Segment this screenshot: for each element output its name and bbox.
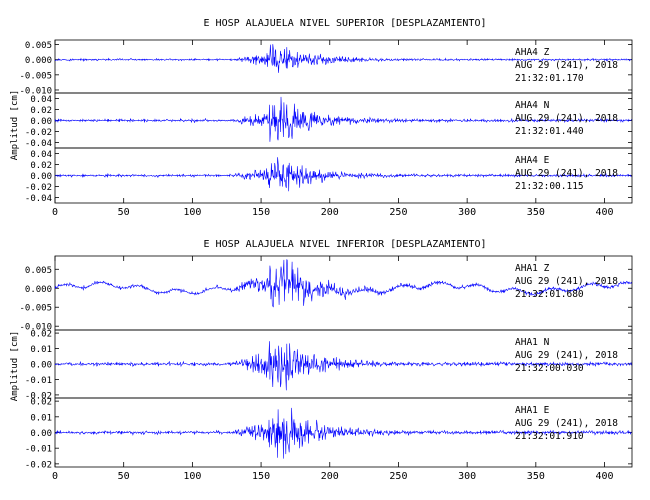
x-tick-label: 350: [527, 207, 545, 218]
station-label-line2: AUG 29 (241), 2018: [515, 276, 618, 287]
subplot-aha4-n: 0.040.020.00-0.02-0.04 AHA4 N AUG 29 (241)…: [25, 92, 633, 149]
subplot-aha1-e: 0.02 0.01 0.00 -0.01 -0.02 AHA1 E AUG 29 (241)…: [25, 397, 633, 470]
subplots-lower: 0.005 0.000 -0.005 -0.010 AHA1 Z AUG 29 (241)…: [19, 255, 633, 470]
x-axis-lower: 0 50 100 150 200 250 300 350 400: [52, 256, 614, 482]
x-tick-label: 50: [118, 207, 130, 218]
station-label-line1: AHA4 N: [515, 100, 550, 111]
figure-lower-level: E HOSP ALAJUELA NIVEL INFERIOR [DESPLAZA…: [10, 239, 633, 482]
station-label-line3: 21:32:00.115: [515, 181, 584, 192]
station-label-line3: 21:32:01.170: [515, 73, 584, 84]
station-label-line2: AUG 29 (241), 2018: [515, 168, 618, 179]
y-tick-label: 0.00: [30, 172, 52, 182]
x-tick-label: 300: [458, 471, 476, 482]
waveform-trace: [54, 259, 632, 308]
station-label-line1: AHA4 E: [515, 155, 550, 166]
waveform-trace: [54, 44, 632, 73]
y-tick-label: -0.04: [25, 194, 52, 204]
figure-title: E HOSP ALAJUELA NIVEL SUPERIOR [DESPLAZA…: [204, 18, 487, 29]
station-label-line2: AUG 29 (241), 2018: [515, 113, 618, 124]
figure-title: E HOSP ALAJUELA NIVEL INFERIOR [DESPLAZA…: [204, 239, 487, 250]
subplots-upper: 0.005 0.000 -0.005 -0.010 AHA4 Z AUG 29 (241)…: [19, 39, 633, 204]
x-tick-label: 300: [458, 207, 476, 218]
y-axis-label: Amplitud [cm]: [10, 90, 20, 160]
y-tick-label: -0.02: [25, 460, 52, 470]
subplot-aha4-z: 0.005 0.000 -0.005 -0.010 AHA4 Z AUG 29 (241)…: [19, 39, 633, 96]
y-tick-label: 0.005: [25, 41, 52, 51]
subplot-aha1-z: 0.005 0.000 -0.005 -0.010 AHA1 Z AUG 29 (241)…: [19, 255, 633, 333]
x-tick-label: 150: [252, 471, 270, 482]
x-tick-label: 200: [321, 207, 339, 218]
waveform-trace: [54, 157, 632, 192]
waveform-trace: [54, 341, 632, 391]
y-tick-label: 0.000: [25, 56, 52, 66]
y-tick-label: 0.005: [25, 266, 52, 276]
y-tick-label: -0.04: [25, 139, 52, 149]
y-tick-label: 0.00: [30, 361, 52, 371]
y-tick-label: -0.01: [25, 376, 52, 386]
station-label-line3: 21:32:00.030: [515, 363, 584, 374]
station-label-line3: 21:32:01.910: [515, 431, 584, 442]
station-label-line2: AUG 29 (241), 2018: [515, 418, 618, 429]
y-tick-label: -0.005: [19, 304, 52, 314]
x-tick-label: 200: [321, 471, 339, 482]
subplot-aha1-n: 0.02 0.01 0.00 -0.01 -0.02 AHA1 N AUG 29 (241)…: [25, 330, 633, 401]
x-tick-label: 0: [52, 471, 58, 482]
waveform-trace: [54, 96, 632, 142]
station-label-line1: AHA1 N: [515, 337, 550, 348]
y-tick-label: -0.01: [25, 445, 52, 455]
x-tick-label: 350: [527, 471, 545, 482]
x-tick-label: 150: [252, 207, 270, 218]
y-axis-label: Amplitud [cm]: [10, 331, 20, 401]
station-label-line1: AHA1 Z: [515, 263, 550, 274]
y-tick-label: 0.01: [30, 345, 52, 355]
x-axis-upper: 0 50 100 150 200 250 300 350 400: [52, 40, 614, 218]
station-label-line1: AHA4 Z: [515, 47, 550, 58]
station-label-line3: 21:32:01.680: [515, 289, 584, 300]
station-label-line1: AHA1 E: [515, 405, 550, 416]
y-tick-label: 0.02: [30, 398, 52, 408]
y-tick-label: 0.02: [30, 330, 52, 340]
waveform-trace: [54, 407, 632, 459]
subplot-aha4-e: 0.040.020.00-0.02-0.04 AHA4 E AUG 29 (241)…: [25, 147, 633, 204]
x-tick-label: 0: [52, 207, 58, 218]
figure-upper-level: E HOSP ALAJUELA NIVEL SUPERIOR [DESPLAZA…: [10, 18, 633, 218]
y-tick-label: -0.010: [19, 323, 52, 333]
y-tick-label: 0.04: [30, 150, 52, 160]
y-tick-label: -0.02: [25, 183, 52, 193]
x-tick-label: 400: [595, 207, 613, 218]
y-tick-label: -0.02: [25, 391, 52, 401]
y-tick-label: 0.000: [25, 285, 52, 295]
y-tick-label: 0.00: [30, 429, 52, 439]
y-tick-label: 0.04: [30, 95, 52, 105]
station-label-line3: 21:32:01.440: [515, 126, 584, 137]
x-tick-label: 400: [595, 471, 613, 482]
x-tick-label: 250: [389, 207, 407, 218]
station-label-line2: AUG 29 (241), 2018: [515, 60, 618, 71]
y-tick-label: 0.02: [30, 161, 52, 171]
x-tick-label: 100: [183, 207, 201, 218]
y-tick-label: 0.00: [30, 117, 52, 127]
station-label-line2: AUG 29 (241), 2018: [515, 350, 618, 361]
x-tick-label: 50: [118, 471, 130, 482]
y-tick-label: 0.02: [30, 106, 52, 116]
y-tick-label: -0.010: [19, 86, 52, 96]
y-tick-label: -0.005: [19, 71, 52, 81]
y-tick-label: 0.01: [30, 413, 52, 423]
y-tick-label: -0.02: [25, 128, 52, 138]
x-tick-label: 250: [389, 471, 407, 482]
x-tick-label: 100: [183, 471, 201, 482]
